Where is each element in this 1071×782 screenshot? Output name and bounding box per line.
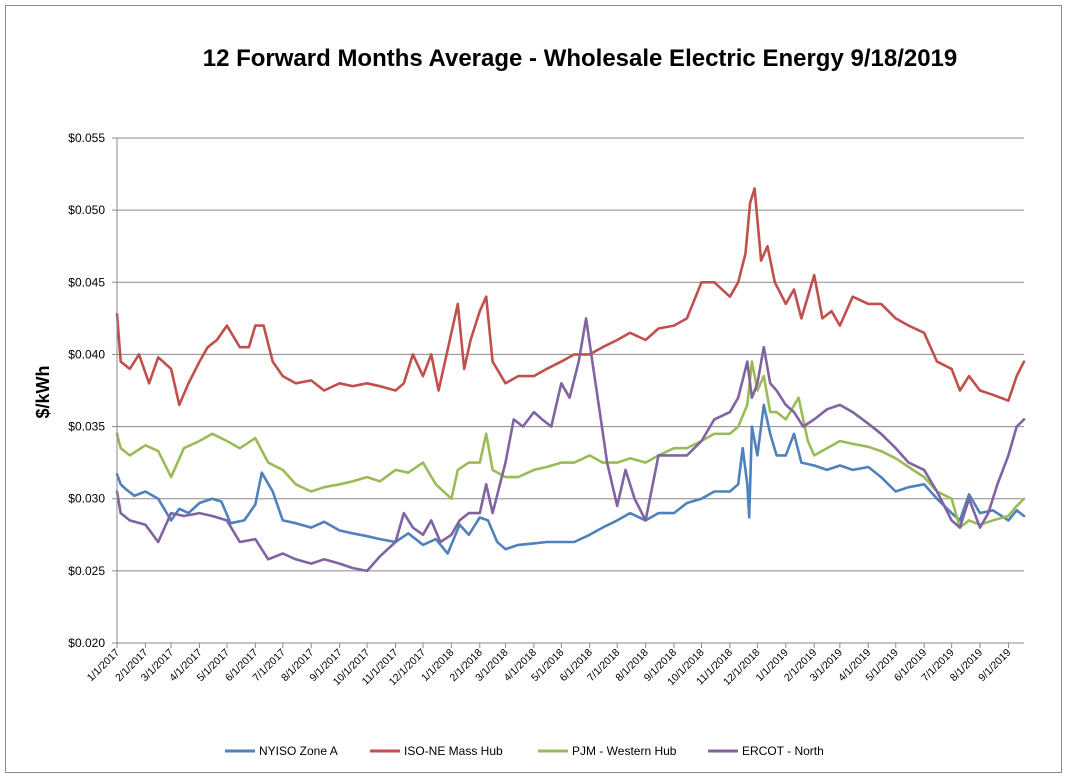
chart-title: 12 Forward Months Average - Wholesale El…	[203, 45, 958, 72]
axes: $0.020 $0.025 $0.030 $0.035 $0.040 $0.045 $0.0…	[68, 131, 1024, 688]
series-line-iso-ne-mass-hub	[115, 187, 1026, 407]
series-line-nyiso-zone-a	[115, 403, 1026, 555]
y-tick-label: $0.030	[68, 492, 105, 506]
y-tick-label: $0.020	[68, 636, 105, 650]
legend-label: NYISO Zone A	[259, 744, 338, 758]
y-tick-label: $0.025	[68, 564, 105, 578]
y-axis-label: $/kWh	[33, 365, 53, 418]
legend-label: PJM - Western Hub	[572, 744, 677, 758]
gridlines	[117, 137, 1024, 572]
series-lines	[115, 187, 1026, 573]
legend-label: ERCOT - North	[742, 744, 824, 758]
series-line-ercot-north	[115, 317, 1026, 573]
y-tick-label: $0.045	[68, 275, 105, 289]
y-tick-label: $0.055	[68, 131, 105, 145]
series-line-pjm-western-hub	[115, 360, 1026, 529]
y-tick-label: $0.050	[68, 203, 105, 217]
legend: NYISO Zone A ISO-NE Mass Hub PJM - Western…	[225, 744, 824, 758]
y-tick-label: $0.035	[68, 420, 105, 434]
legend-label: ISO-NE Mass Hub	[404, 744, 503, 758]
y-tick-label: $0.040	[68, 347, 105, 361]
